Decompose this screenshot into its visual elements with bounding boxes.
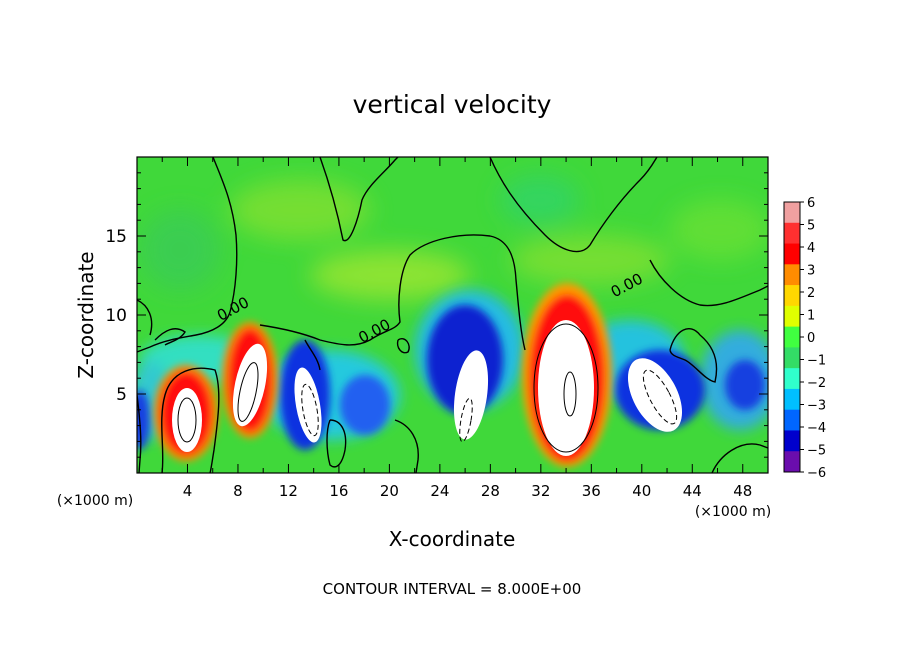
colorbar-tick-label: −5 — [807, 444, 826, 459]
colorbar-tick-label: 5 — [807, 219, 815, 234]
colorbar-swatch — [784, 243, 800, 265]
zero-contour — [154, 328, 186, 346]
zero-contour — [711, 443, 768, 473]
x-tick-label: 20 — [380, 482, 399, 500]
field-blob — [725, 360, 765, 410]
zero-contour — [259, 234, 526, 351]
zero-contour — [137, 157, 238, 353]
colorbar-swatch — [784, 347, 800, 369]
colorbar-swatch — [784, 222, 800, 245]
x-tick-label: 32 — [531, 482, 550, 500]
field-blob — [500, 175, 580, 225]
colorbar-tick-label: 3 — [807, 264, 815, 279]
field-core — [172, 388, 202, 452]
contour-line — [237, 362, 259, 422]
y-tick-label: 5 — [116, 385, 127, 405]
x-tick-label: 28 — [481, 482, 500, 500]
x-unit-left: (×1000 m) — [57, 493, 133, 509]
zero-contour — [304, 339, 321, 371]
field-blob — [310, 250, 470, 300]
field-blob — [340, 375, 390, 435]
velocity-field — [137, 157, 768, 473]
x-tick-label: 48 — [733, 482, 752, 500]
colorbar-tick-label: 2 — [807, 286, 815, 301]
zero-contour — [137, 394, 142, 473]
colorbar-swatch — [784, 388, 800, 411]
x-unit-right: (×1000 m) — [695, 504, 771, 520]
colorbar-tick-label: 0 — [807, 331, 815, 346]
contour-line — [301, 383, 319, 437]
chart-title: vertical velocity — [353, 90, 552, 119]
field-blob — [230, 180, 370, 240]
x-tick-label: 36 — [582, 482, 601, 500]
contour-line — [533, 323, 599, 453]
colorbar-tick-label: −3 — [807, 399, 826, 414]
zero-contour — [669, 328, 718, 383]
colorbar: 6 5 4 3 2 1 0 −1 −2 −3 −4 −5 −6 — [783, 196, 826, 481]
x-tick-label: 16 — [329, 482, 348, 500]
colorbar-swatch — [784, 430, 800, 452]
field-core — [232, 343, 268, 427]
colorbar-swatch — [784, 409, 800, 431]
field-core — [627, 358, 683, 432]
zero-contour — [489, 157, 658, 253]
x-tick-label: 24 — [430, 482, 449, 500]
colorbar-swatch — [784, 326, 800, 348]
colorbar-swatch — [784, 305, 800, 328]
field-blob — [510, 235, 670, 285]
colorbar-tick-label: −6 — [807, 466, 826, 481]
zero-contour — [396, 338, 410, 354]
colorbar-swatch — [784, 202, 800, 224]
field-core — [538, 320, 594, 456]
zero-contour — [319, 157, 399, 242]
y-tick-label: 15 — [105, 227, 127, 247]
colorbar-tick-label: −1 — [807, 354, 826, 369]
colorbar-tick-label: −2 — [807, 376, 826, 391]
colorbar-tick-label: 1 — [807, 309, 815, 324]
field-core — [453, 350, 489, 440]
zero-contour — [649, 259, 768, 307]
x-tick-label: 40 — [632, 482, 651, 500]
contour-line — [563, 371, 577, 417]
y-axis: 5 10 15 — [105, 172, 768, 458]
x-axis: 4 8 12 16 20 24 28 32 36 40 44 48 — [161, 157, 752, 500]
colorbar-swatch — [784, 368, 800, 390]
contour-line — [642, 369, 678, 425]
colorbar-swatch — [784, 451, 800, 473]
colorbar-tick-label: 6 — [807, 196, 815, 211]
x-axis-label: X-coordinate — [389, 527, 516, 551]
colorbar-tick-label: 4 — [807, 241, 815, 256]
field-blob — [140, 210, 220, 290]
colorbar-swatch — [784, 264, 800, 286]
x-tick-label: 12 — [279, 482, 298, 500]
y-tick-label: 10 — [105, 306, 127, 326]
field-core — [294, 367, 322, 443]
contour-line — [459, 397, 473, 443]
x-tick-label: 8 — [233, 482, 243, 500]
x-tick-label: 44 — [683, 482, 702, 500]
zero-contour — [161, 367, 220, 473]
contour-line — [177, 397, 197, 443]
field-blob — [670, 200, 768, 260]
colorbar-tick-label: −4 — [807, 421, 826, 436]
y-axis-label: Z-coordinate — [74, 251, 98, 378]
colorbar-swatch — [784, 285, 800, 307]
zero-contour — [394, 419, 419, 473]
zero-contour — [137, 299, 153, 336]
x-tick-label: 4 — [183, 482, 193, 500]
contour-interval-footer: CONTOUR INTERVAL = 8.000E+00 — [323, 580, 582, 598]
